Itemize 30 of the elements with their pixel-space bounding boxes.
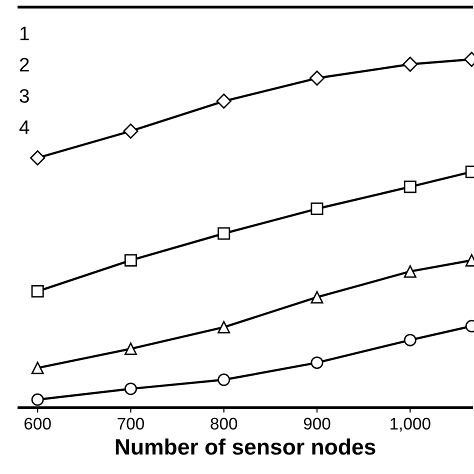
point <box>310 290 324 304</box>
point <box>123 124 138 139</box>
annotation: 4 <box>19 120 30 134</box>
point <box>402 56 418 72</box>
point <box>310 356 324 369</box>
x-tick-label: 1,000 <box>390 418 430 432</box>
point <box>216 94 232 109</box>
point <box>218 374 230 386</box>
point <box>218 227 230 240</box>
point <box>30 150 46 166</box>
annotation: 3 <box>20 89 29 103</box>
point <box>404 180 416 194</box>
point <box>218 320 230 334</box>
point <box>309 70 325 86</box>
point <box>124 254 137 267</box>
point <box>404 334 416 346</box>
text: 1 <box>20 26 29 40</box>
point <box>31 362 44 374</box>
x-tick-label: 800 <box>210 418 238 430</box>
point <box>31 393 44 406</box>
point <box>124 342 137 356</box>
point <box>31 285 44 298</box>
annotation: 2 <box>20 58 29 72</box>
x-tick-label: 900 <box>304 418 330 430</box>
point <box>404 265 416 278</box>
point <box>310 202 324 216</box>
x-tick-label: 700 <box>118 418 144 430</box>
point <box>124 382 137 396</box>
x-tick-label: 600 <box>24 418 51 430</box>
x-axis-title: Number of sensor nodes <box>116 438 376 455</box>
